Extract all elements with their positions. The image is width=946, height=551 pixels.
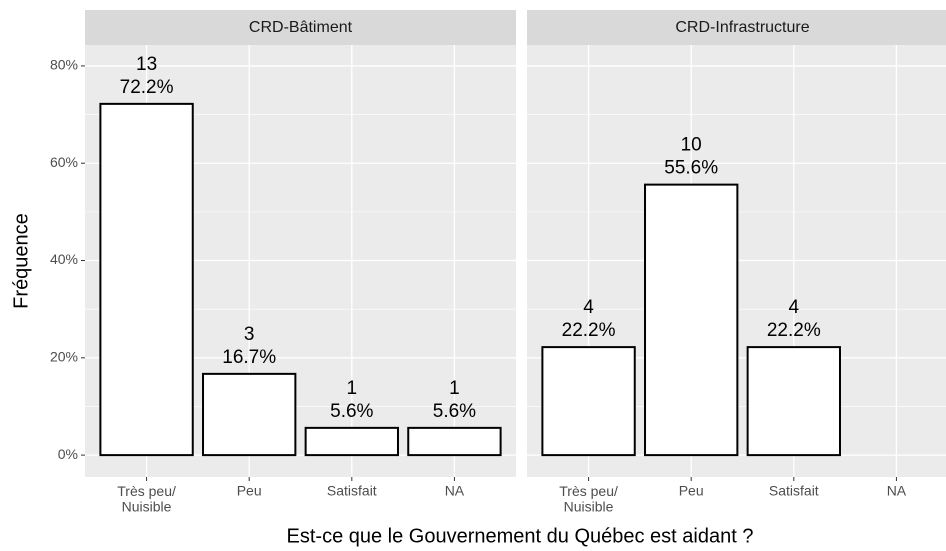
count-label: 4 <box>789 297 800 318</box>
strip <box>85 10 516 45</box>
data-label: 5.6% <box>433 401 476 422</box>
x-tick-label: Peu <box>237 483 262 499</box>
count-label: 1 <box>347 378 358 399</box>
x-tick-label: Très peu/Nuisible <box>117 483 176 514</box>
x-tick-label: NA <box>887 483 907 499</box>
x-tick-label: Très peu/Nuisible <box>559 483 618 514</box>
y-tick-label: 20% <box>50 349 78 365</box>
x-tick-label: Satisfait <box>327 483 377 499</box>
data-label: 22.2% <box>767 320 821 341</box>
bar <box>407 426 502 457</box>
y-tick-label: 0% <box>58 446 78 462</box>
bar <box>541 346 636 457</box>
data-label: 72.2% <box>120 77 174 98</box>
x-tick-label: Satisfait <box>769 483 819 499</box>
y-tick-label: 80% <box>50 57 78 73</box>
bar <box>304 426 399 457</box>
bar <box>746 346 841 457</box>
facet-title: CRD-Bâtiment <box>249 19 353 36</box>
y-tick-label: 60% <box>50 154 78 170</box>
bar <box>644 183 739 457</box>
x-tick-label: Peu <box>679 483 704 499</box>
count-label: 3 <box>244 324 255 345</box>
count-label: 1 <box>449 378 460 399</box>
count-label: 13 <box>136 54 157 75</box>
count-label: 10 <box>681 135 702 156</box>
facet-title: CRD-Infrastructure <box>675 19 809 36</box>
x-tick-label: NA <box>445 483 465 499</box>
data-label: 55.6% <box>664 158 718 179</box>
bar <box>202 372 297 457</box>
y-tick-label: 40% <box>50 251 78 267</box>
x-axis-title: Est-ce que le Gouvernement du Québec est… <box>287 525 754 547</box>
count-label: 4 <box>583 297 594 318</box>
data-label: 16.7% <box>222 347 276 368</box>
y-axis-title: Fréquence <box>10 213 32 309</box>
bar <box>99 102 194 457</box>
data-label: 5.6% <box>330 401 373 422</box>
strip <box>527 10 946 45</box>
data-label: 22.2% <box>562 320 616 341</box>
